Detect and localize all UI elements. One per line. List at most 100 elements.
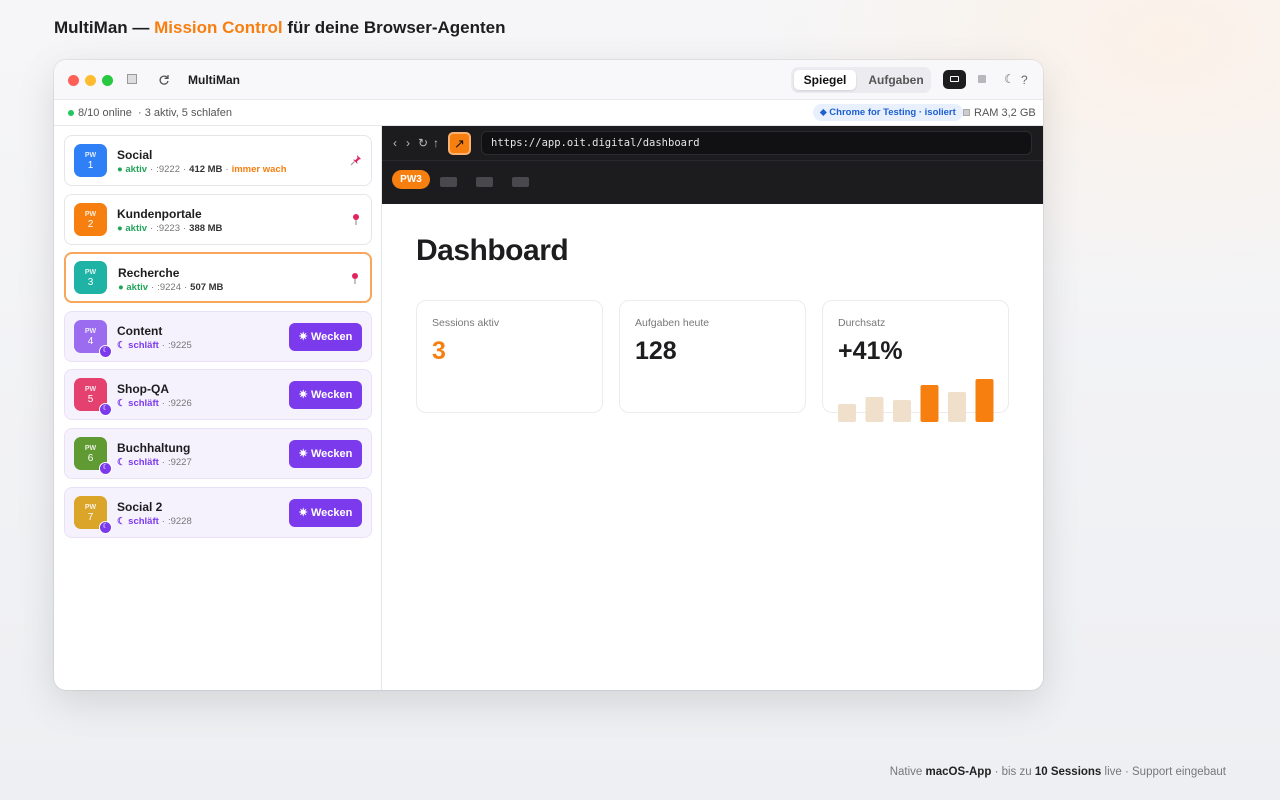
avatar-number: 2 [87, 218, 94, 230]
view-tab[interactable]: Spiegel [794, 70, 856, 90]
minimize-button[interactable] [85, 75, 96, 86]
session-card[interactable]: PW 6 ☾ Buchhaltung ☾ schläft ·:9227 ✷ Wecken [64, 428, 372, 479]
brand: MultiMan — [54, 18, 150, 37]
pin-icon[interactable] [350, 213, 362, 225]
session-card[interactable]: PW 3 Recherche ● aktiv ·:9224 · 507 MB [64, 252, 372, 304]
browser-mirror: ↗ https://app.oit.digital/dashboard PW3 … [382, 126, 1043, 690]
separator: · [161, 457, 165, 468]
wake-button[interactable]: ✷ Wecken [289, 498, 362, 527]
ram-icon [963, 109, 970, 116]
active-browser-tab[interactable]: PW3 [392, 170, 430, 189]
session-memory: 507 MB [190, 282, 224, 294]
pin-icon[interactable] [350, 154, 362, 166]
nav-button[interactable]: ‹ [393, 136, 397, 150]
bar [838, 404, 856, 422]
session-avatar: PW 7 ☾ [74, 495, 112, 534]
wake-button[interactable]: ✷ Wecken [289, 322, 362, 351]
footer-text: Native [889, 766, 923, 778]
toolbar-divider [382, 160, 1043, 161]
session-name: Social 2 [117, 499, 163, 514]
session-name: Buchhaltung [117, 441, 191, 455]
app-name: MultiMan [188, 73, 240, 87]
status: ● aktiv [117, 222, 148, 234]
session-name: Social [117, 148, 153, 162]
view-tab[interactable]: Aufgaben [868, 73, 924, 87]
app-window: MultiMan Spiegel Aufgaben ☾ ? 8/10 online… [54, 60, 1043, 690]
session-name: Recherche [118, 266, 180, 281]
session-avatar: PW 3 [74, 261, 107, 295]
headline-rest: für deine Browser-Agenten [287, 18, 506, 37]
stat-card: Durchsatz +41% [822, 300, 1009, 422]
inactive-browser-tab[interactable] [440, 177, 457, 187]
session-name: Kundenportale [117, 206, 202, 221]
session-port: :9227 [167, 457, 192, 468]
nav-button[interactable]: ↑ [433, 136, 439, 150]
stat-value: 3 [432, 337, 446, 365]
ram-usage: RAM 3,2 GB [974, 107, 1036, 119]
online-dot [68, 110, 74, 116]
sidebar-toggle[interactable] [127, 74, 137, 84]
separator: · [161, 398, 165, 410]
footer-text: macOS-App [925, 766, 992, 778]
stat-label: Aufgaben heute [635, 317, 710, 329]
session-card[interactable]: PW 4 ☾ Content ☾ schläft ·:9225 ✷ Wecken [64, 310, 372, 362]
session-status: ● aktiv ·:9224 · 507 MB [118, 282, 226, 293]
session-summary: · 3 aktiv, 5 schlafen [138, 107, 232, 119]
wake-button[interactable]: ✷ Wecken [289, 440, 362, 468]
stat-card: Aufgaben heute 128 [619, 300, 806, 413]
stat-value: +41% [838, 337, 903, 365]
session-avatar: PW 6 ☾ [74, 437, 112, 475]
stat-card: Sessions aktiv 3 [416, 300, 603, 413]
headline-highlight: Mission Control [154, 18, 283, 37]
avatar-prefix: PW [84, 503, 97, 511]
stat-label: Sessions aktiv [432, 317, 500, 329]
separator: · [161, 515, 165, 527]
avatar-number: 1 [87, 160, 94, 171]
status: ● aktiv [117, 164, 148, 175]
avatar-number: 3 [87, 277, 94, 289]
session-status: ☾ schläft ·:9226 [117, 398, 195, 409]
session-note: immer wach [231, 164, 287, 175]
bar [948, 392, 966, 422]
url-bar[interactable]: https://app.oit.digital/dashboard [481, 131, 1032, 155]
avatar-number: 4 [87, 335, 94, 347]
session-status: ● aktiv ·:9223 · 388 MB [117, 223, 225, 234]
session-card[interactable]: PW 1 Social ● aktiv ·:9222 · 412 MB · immer wach [64, 135, 372, 186]
avatar-prefix: PW [84, 269, 97, 277]
status: ☾ schläft [117, 398, 159, 410]
avatar-number: 7 [87, 511, 94, 523]
open-external[interactable]: ↗ [448, 132, 471, 155]
close-button[interactable] [68, 75, 79, 86]
online-count: 8/10 online [78, 107, 132, 119]
footer: Native macOS-App · bis zu 10 Sessions li… [890, 766, 1226, 778]
sleep-badge: ☾ [99, 462, 112, 475]
inactive-browser-tab[interactable] [476, 177, 493, 187]
sleep-badge: ☾ [99, 520, 112, 534]
separator: · [151, 282, 155, 294]
layout-grid[interactable] [978, 75, 986, 83]
reload-icon[interactable] [158, 74, 170, 86]
layout-single[interactable] [943, 70, 966, 89]
wake-button[interactable]: ✷ Wecken [289, 381, 362, 410]
headline: MultiMan — Mission Control für deine Bro… [54, 18, 506, 38]
sleep-badge: ☾ [99, 403, 112, 417]
titlebar: MultiMan Spiegel Aufgaben ☾ ? [54, 60, 1043, 100]
help-button[interactable]: ? [1021, 73, 1028, 87]
bar [975, 379, 994, 422]
nav-button[interactable]: › [406, 136, 410, 150]
session-card[interactable]: PW 2 Kundenportale ● aktiv ·:9223 · 388 MB [64, 193, 372, 245]
session-card[interactable]: PW 5 ☾ Shop-QA ☾ schläft ·:9226 ✷ Wecken [64, 369, 372, 421]
session-avatar: PW 5 ☾ [74, 378, 112, 417]
status-bar: 8/10 online · 3 aktiv, 5 schlafen ⬥ Chro… [54, 100, 1043, 126]
theme-toggle[interactable]: ☾ [1004, 72, 1015, 86]
view-switch: Spiegel Aufgaben [791, 67, 931, 93]
inactive-browser-tab[interactable] [512, 177, 529, 187]
session-port: :9225 [167, 339, 192, 351]
avatar-prefix: PW [84, 327, 97, 335]
session-card[interactable]: PW 7 ☾ Social 2 ☾ schläft ·:9228 ✷ Wecken [64, 486, 372, 538]
session-avatar: PW 1 [74, 144, 107, 177]
session-status: ☾ schläft ·:9228 [117, 516, 195, 527]
nav-button[interactable]: ↻ [418, 136, 429, 150]
zoom-button[interactable] [102, 75, 113, 86]
pin-icon[interactable] [349, 272, 361, 285]
